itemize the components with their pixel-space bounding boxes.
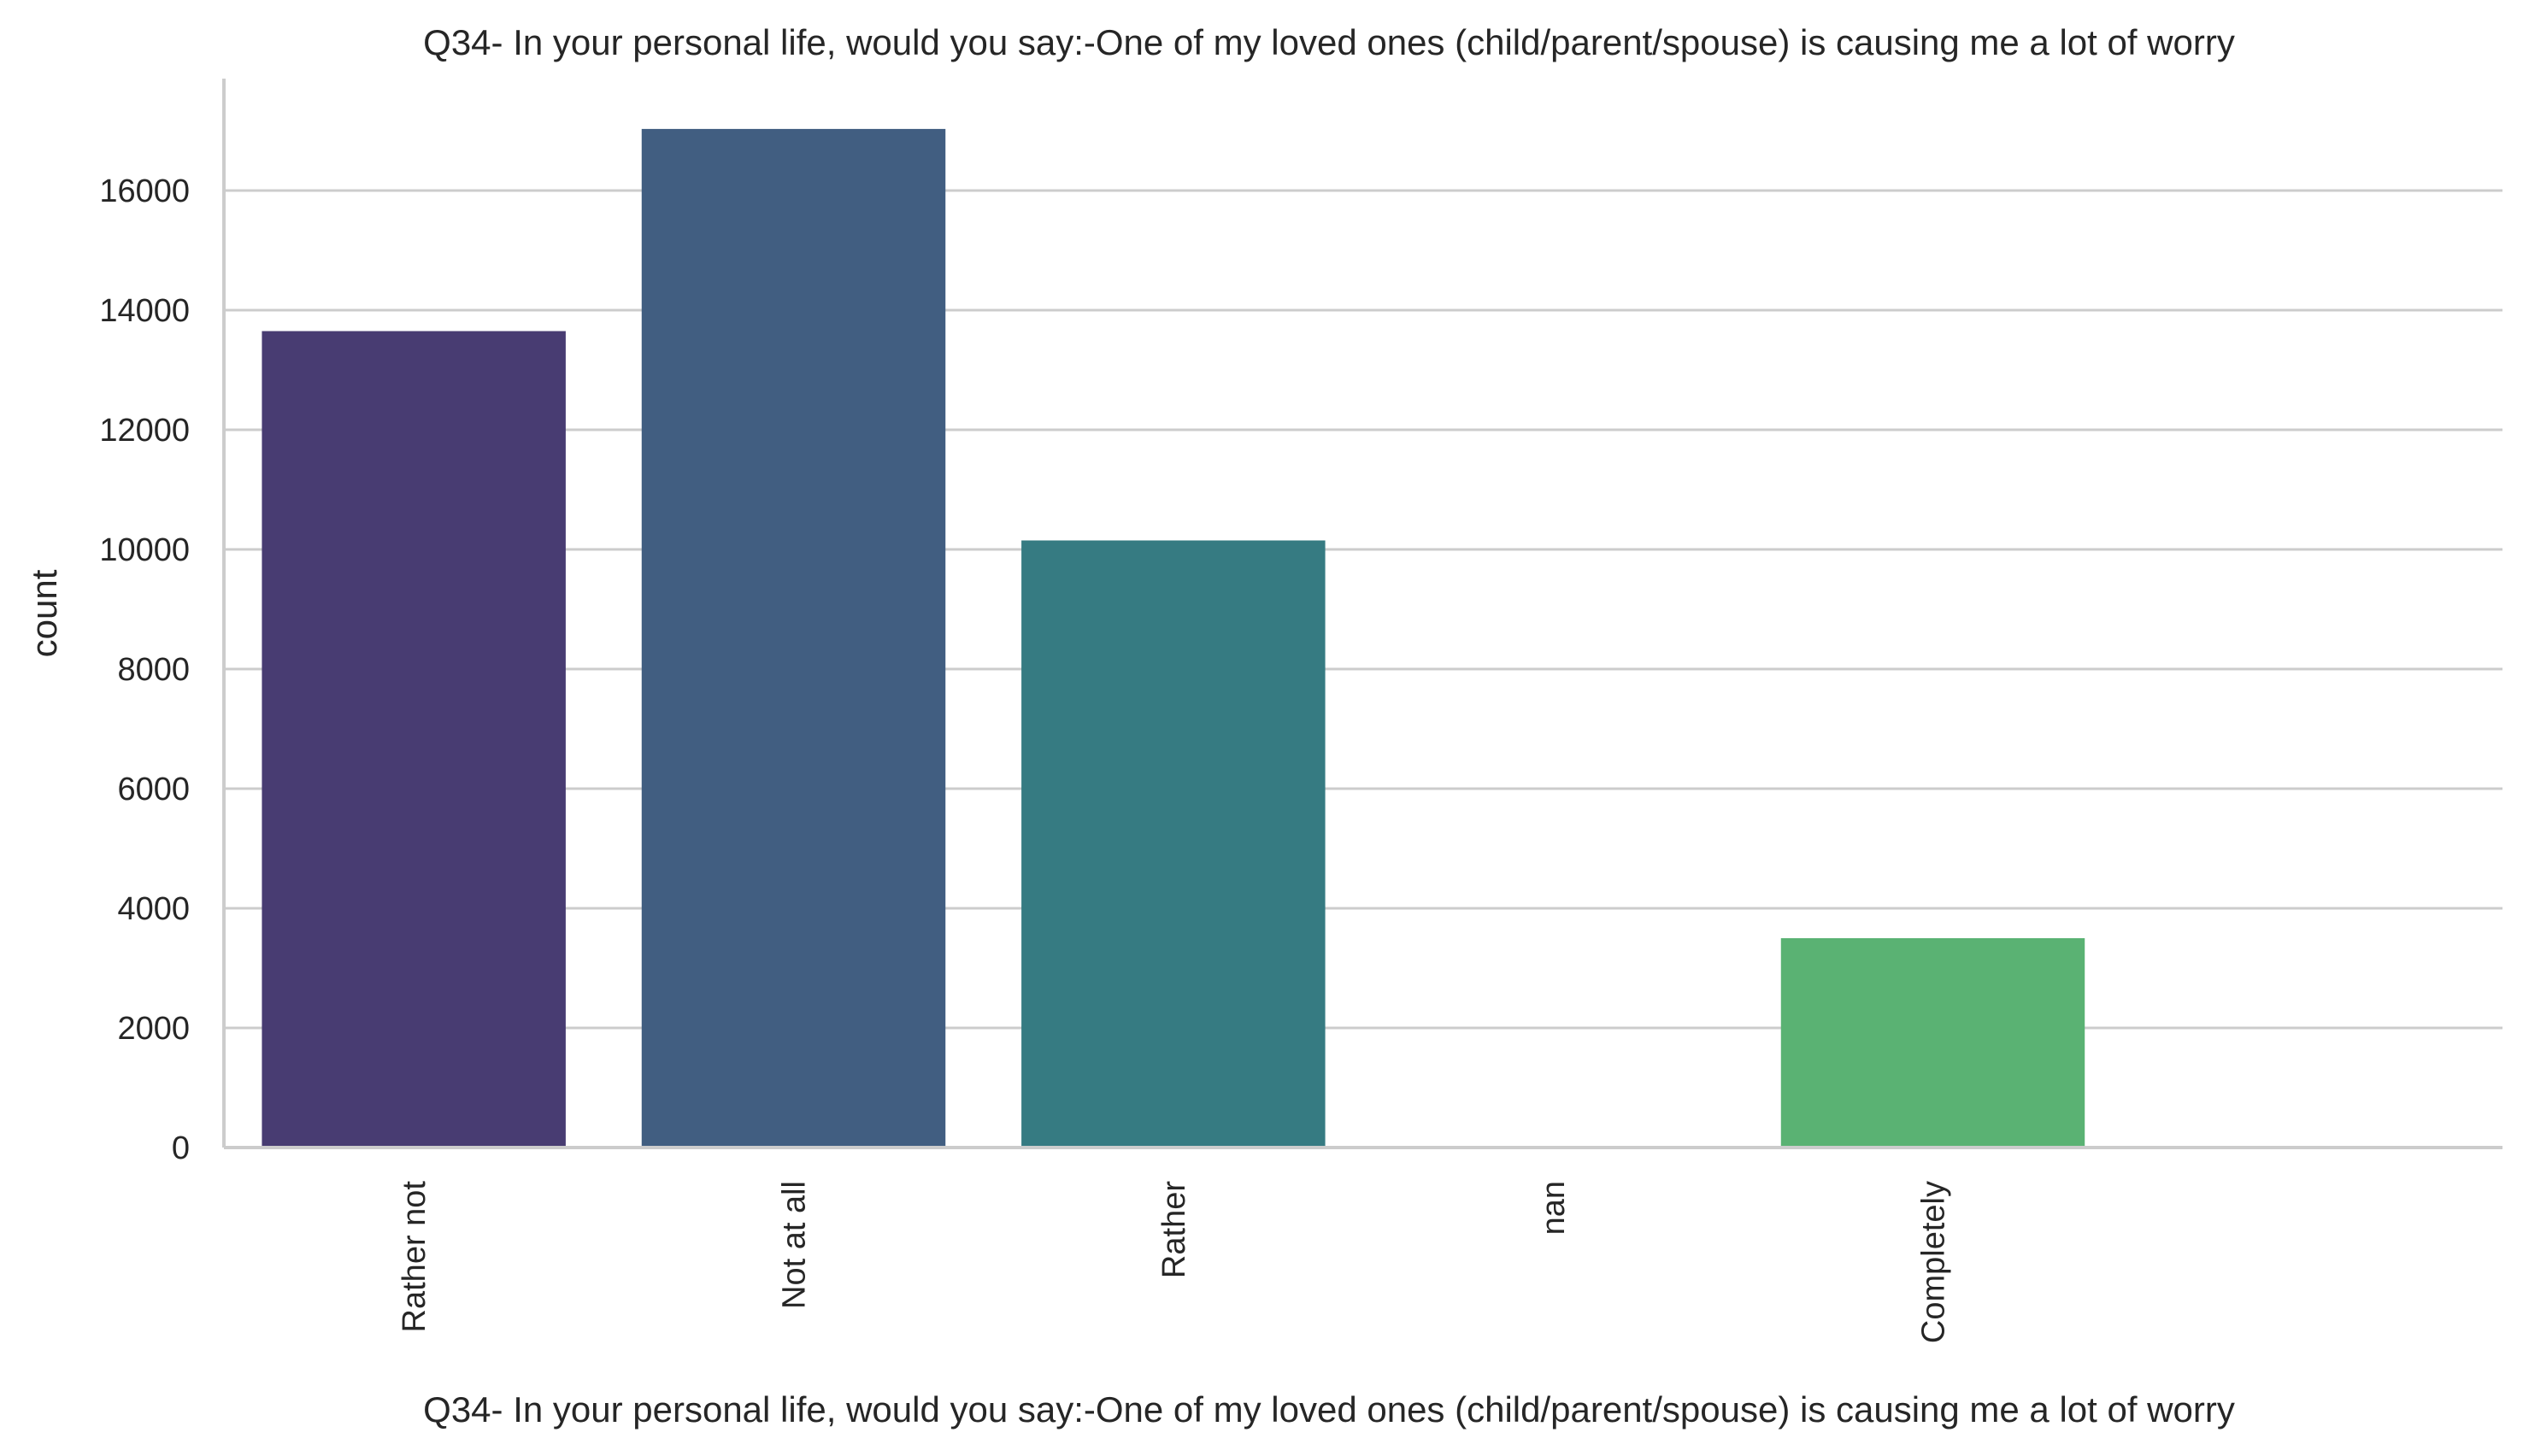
y-tick-label: 6000 bbox=[117, 772, 190, 807]
gridlines bbox=[224, 189, 2502, 1030]
bar bbox=[641, 128, 946, 1148]
y-axis-label: count bbox=[24, 569, 64, 657]
x-tick-labels: Rather not Not at all Rather nan Completely bbox=[397, 1181, 1951, 1344]
x-tick-label: nan bbox=[1536, 1181, 1572, 1235]
x-tick-label: Not at all bbox=[777, 1181, 813, 1309]
y-tick-label: 2000 bbox=[117, 1011, 190, 1047]
x-axis-label: Q34- In your personal life, would you sa… bbox=[423, 1389, 2235, 1430]
axes bbox=[222, 79, 2502, 1149]
y-tick-label: 10000 bbox=[99, 532, 190, 568]
y-tick-label: 8000 bbox=[117, 652, 190, 688]
y-tick-label: 14000 bbox=[99, 293, 190, 329]
x-tick-label: Rather bbox=[1156, 1181, 1192, 1278]
y-tick-label: 12000 bbox=[99, 413, 190, 449]
x-tick-label: Rather not bbox=[397, 1181, 432, 1333]
chart-title: Q34- In your personal life, would you sa… bbox=[423, 22, 2235, 62]
y-tick-label: 16000 bbox=[99, 173, 190, 209]
y-tick-label: 4000 bbox=[117, 891, 190, 927]
y-tick-labels: 0 2000 4000 6000 8000 10000 12000 14000 16000 bbox=[99, 173, 190, 1166]
x-tick-label: Completely bbox=[1916, 1181, 1952, 1343]
bar bbox=[1780, 938, 2085, 1148]
bars bbox=[262, 128, 2085, 1148]
y-tick-label: 0 bbox=[172, 1130, 190, 1166]
bar bbox=[262, 331, 566, 1148]
bar bbox=[1021, 540, 1326, 1148]
